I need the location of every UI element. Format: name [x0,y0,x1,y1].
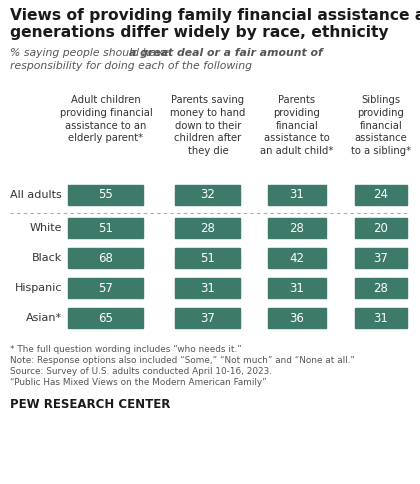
Text: PEW RESEARCH CENTER: PEW RESEARCH CENTER [10,398,171,411]
Bar [268,185,326,205]
Bar [355,218,407,238]
Bar [68,278,143,298]
Bar [268,308,326,328]
Text: Parents saving
money to hand
down to their
children after
they die: Parents saving money to hand down to the… [171,95,246,156]
Bar [68,248,143,268]
Text: 37: 37 [200,312,215,324]
Text: Parents
providing
financial
assistance to
an adult child*: Parents providing financial assistance t… [260,95,333,156]
Text: * The full question wording includes “who needs it.”: * The full question wording includes “wh… [10,345,242,354]
Text: Note: Response options also included “Some,” “Not much” and “None at all.”: Note: Response options also included “So… [10,356,355,365]
Bar [355,185,407,205]
Text: 31: 31 [289,282,304,294]
Bar [355,308,407,328]
Text: 31: 31 [373,312,388,324]
Text: 20: 20 [373,222,388,235]
Bar [355,278,407,298]
Text: 37: 37 [373,252,388,264]
Text: Adult children
providing financial
assistance to an
elderly parent*: Adult children providing financial assis… [60,95,152,143]
Text: 42: 42 [289,252,304,264]
Bar [175,185,240,205]
Text: “Public Has Mixed Views on the Modern American Family”: “Public Has Mixed Views on the Modern Am… [10,378,267,387]
Bar [68,185,143,205]
Text: Hispanic: Hispanic [15,283,62,293]
Text: responsibility for doing each of the following: responsibility for doing each of the fol… [10,61,252,71]
Text: 32: 32 [200,188,215,201]
Bar [175,218,240,238]
Bar [68,308,143,328]
Bar [68,218,143,238]
Bar [355,248,407,268]
Text: 51: 51 [200,252,215,264]
Text: Source: Survey of U.S. adults conducted April 10-16, 2023.: Source: Survey of U.S. adults conducted … [10,367,272,376]
Bar [268,248,326,268]
Bar [268,218,326,238]
Text: 57: 57 [98,282,113,294]
Text: 28: 28 [289,222,304,235]
Text: Siblings
providing
financial
assistance
to a sibling*: Siblings providing financial assistance … [351,95,411,156]
Text: 68: 68 [98,252,113,264]
Bar [175,278,240,298]
Text: Views of providing family financial assistance across: Views of providing family financial assi… [10,8,420,23]
Text: 31: 31 [200,282,215,294]
Text: 24: 24 [373,188,388,201]
Bar [175,248,240,268]
Bar [175,308,240,328]
Text: Black: Black [32,253,62,263]
Text: % saying people should have: % saying people should have [10,48,173,58]
Text: a great deal or a fair amount of: a great deal or a fair amount of [129,48,323,58]
Text: All adults: All adults [10,190,62,200]
Text: 31: 31 [289,188,304,201]
Text: 36: 36 [289,312,304,324]
Text: 65: 65 [98,312,113,324]
Bar [268,278,326,298]
Text: Asian*: Asian* [26,313,62,323]
Text: 28: 28 [200,222,215,235]
Text: 55: 55 [98,188,113,201]
Text: 51: 51 [98,222,113,235]
Text: generations differ widely by race, ethnicity: generations differ widely by race, ethni… [10,25,388,40]
Text: White: White [29,223,62,233]
Text: 28: 28 [373,282,388,294]
